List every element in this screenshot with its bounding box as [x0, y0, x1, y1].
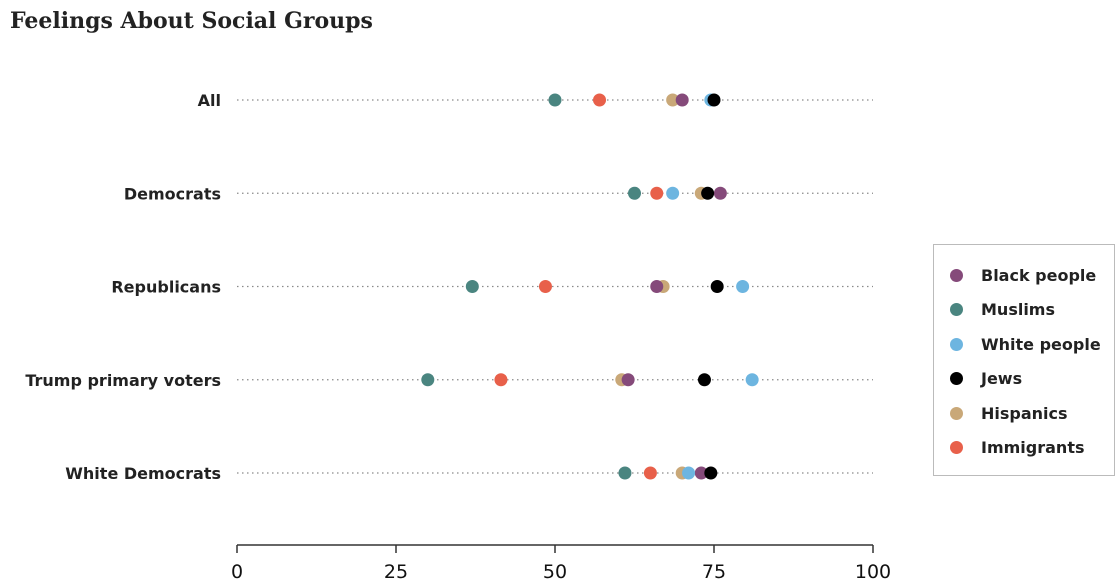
category-label: Trump primary voters — [25, 371, 221, 390]
legend-item: Jews — [950, 367, 1022, 391]
legend-swatch — [950, 268, 963, 282]
data-point-muslims — [548, 93, 562, 107]
data-point-immigrants — [643, 466, 657, 480]
x-tick-label: 25 — [384, 561, 408, 581]
data-point-white-people — [682, 466, 696, 480]
category-label: Democrats — [124, 184, 221, 203]
data-point-jews — [710, 280, 724, 293]
legend-label: Muslims — [981, 300, 1055, 319]
x-tick-label: 75 — [702, 561, 726, 581]
data-point-immigrants — [593, 93, 607, 107]
data-point-jews — [704, 466, 718, 480]
legend-swatch — [950, 303, 963, 316]
legend-label: White people — [981, 334, 1101, 354]
legend-item: White people — [950, 332, 1101, 356]
data-point-black-people — [713, 186, 727, 200]
legend-label: Hispanics — [981, 403, 1068, 423]
x-tick-label: 100 — [855, 561, 891, 581]
legend-item: Black people — [950, 263, 1096, 287]
data-point-muslims — [628, 186, 641, 200]
x-tick-label: 50 — [543, 561, 567, 581]
chart-title: Feelings About Social Groups — [10, 8, 373, 34]
legend-label: Immigrants — [981, 438, 1085, 457]
data-point-black-people — [675, 93, 689, 107]
data-point-muslims — [465, 280, 479, 293]
dots-group — [421, 93, 759, 480]
category-label: White Democrats — [65, 464, 221, 483]
legend-item: Hispanics — [950, 401, 1068, 425]
data-point-white-people — [666, 186, 680, 200]
legend-item: Muslims — [950, 298, 1055, 322]
data-point-white-people — [736, 280, 750, 293]
category-label: All — [198, 91, 221, 110]
row-group: All Democrats Republicans Trump primary vot… — [25, 91, 873, 483]
x-tick-label: 0 — [231, 561, 243, 581]
data-point-jews — [701, 186, 715, 200]
legend: Black people Muslims White people Jews Hispa… — [933, 244, 1115, 476]
legend-swatch — [950, 406, 963, 420]
legend-label: Black people — [981, 265, 1097, 285]
data-point-jews — [707, 93, 721, 107]
data-point-muslims — [421, 373, 435, 387]
legend-swatch — [950, 337, 963, 351]
data-point-muslims — [618, 466, 632, 480]
data-point-hispanics — [666, 93, 680, 107]
legend-item: Immigrants — [950, 436, 1084, 460]
data-point-immigrants — [538, 280, 552, 293]
data-point-jews — [697, 373, 711, 387]
data-point-black-people — [621, 373, 635, 387]
category-label: Republicans — [111, 278, 221, 297]
data-point-black-people — [650, 280, 664, 293]
data-point-black-people — [694, 466, 708, 480]
x-axis: 0 25 50 75 100 — [231, 544, 891, 581]
data-point-white-people — [745, 373, 759, 387]
legend-swatch — [950, 372, 963, 385]
data-point-immigrants — [494, 373, 508, 387]
legend-swatch — [950, 441, 963, 454]
data-point-immigrants — [650, 186, 664, 200]
legend-label: Jews — [981, 369, 1023, 388]
